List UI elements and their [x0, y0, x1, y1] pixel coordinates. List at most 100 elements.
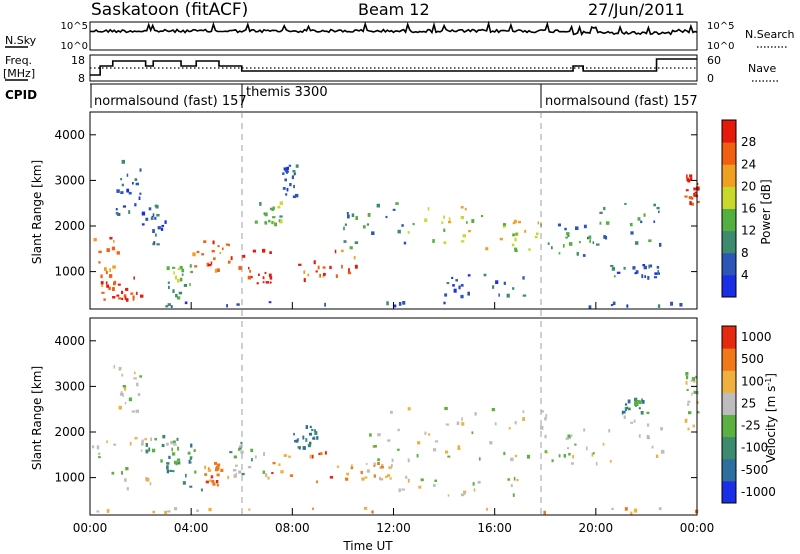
data-cell [265, 281, 270, 284]
colorbar-swatch [722, 164, 736, 187]
data-cell [660, 427, 663, 431]
velocity-y-axis-label: Slant Range [km] [30, 366, 44, 470]
data-cell [603, 206, 606, 211]
data-cell [345, 477, 349, 481]
data-cell [592, 241, 595, 245]
data-cell [105, 271, 108, 275]
data-cell [269, 251, 272, 254]
data-cell [643, 213, 646, 217]
data-cell [227, 475, 230, 480]
data-cell [514, 421, 517, 425]
data-cell [688, 411, 692, 415]
colorbar-swatch [722, 208, 736, 232]
data-cell [286, 171, 288, 174]
data-cell [551, 459, 554, 463]
data-cell [656, 206, 660, 210]
data-cell [134, 203, 137, 207]
data-cell [522, 410, 525, 414]
data-cell [172, 452, 176, 456]
data-cell [424, 431, 427, 435]
data-cell [566, 447, 570, 450]
data-cell [588, 305, 592, 309]
data-cell [209, 479, 212, 482]
data-cell [124, 296, 127, 300]
data-cell [624, 507, 628, 511]
data-cell [112, 296, 116, 299]
data-cell [367, 213, 371, 217]
data-cell [179, 265, 183, 270]
colorbar-tick-label: 100 [741, 374, 764, 388]
data-cell [211, 480, 215, 484]
colorbar-tick-label: 8 [741, 246, 749, 260]
data-cell [113, 365, 116, 369]
data-cell [182, 481, 186, 485]
data-cell [106, 440, 108, 444]
data-cell [122, 205, 126, 208]
data-cell [616, 271, 621, 274]
data-cell [175, 293, 178, 298]
data-cell [164, 510, 167, 514]
data-cell [228, 260, 231, 263]
data-cell [693, 380, 696, 383]
data-cell [541, 410, 544, 413]
data-cell [695, 375, 698, 379]
data-cell [640, 411, 644, 415]
data-cell [166, 266, 170, 271]
data-cell [264, 473, 268, 478]
data-cell [193, 449, 196, 452]
data-cell [432, 239, 435, 243]
data-cell [280, 470, 284, 474]
data-cell [479, 457, 481, 461]
data-cell [691, 202, 694, 206]
data-cell [271, 221, 274, 225]
data-cell [344, 223, 347, 226]
data-cell [685, 380, 688, 385]
x-tick-label: 20:00 [579, 521, 614, 535]
data-cell [544, 417, 547, 421]
data-cell [167, 465, 169, 469]
data-cell [506, 293, 510, 298]
data-cell [558, 252, 561, 255]
data-cell [174, 507, 178, 511]
data-cell [687, 427, 690, 431]
data-cell [691, 392, 693, 396]
data-cell [135, 409, 139, 413]
power-colorbar-label: Power [dB] [759, 179, 773, 244]
noise-right-tick-bottom: 10^0 [707, 41, 734, 52]
data-cell [634, 402, 637, 406]
data-cell [98, 456, 101, 459]
data-cell [238, 266, 242, 270]
data-cell [219, 251, 222, 254]
data-cell [398, 302, 402, 306]
data-cell [145, 449, 149, 454]
data-cell [278, 463, 281, 466]
data-cell [398, 488, 401, 493]
data-cell [249, 275, 253, 279]
noise-panel: N.Sky 10^5 10^0 10^5 10^0 N.Search [5, 20, 795, 52]
data-cell [576, 252, 579, 256]
colorbar-swatch [722, 348, 736, 371]
data-cell [522, 294, 527, 297]
data-cell [319, 273, 321, 278]
data-cell [314, 431, 318, 435]
data-cell [249, 269, 252, 273]
data-cell [514, 454, 518, 458]
data-cell [215, 480, 219, 484]
data-cell [272, 216, 276, 219]
data-cell [498, 293, 500, 297]
data-cell [396, 448, 400, 451]
data-cell [627, 407, 631, 411]
data-cell [98, 250, 102, 254]
data-cell [168, 455, 171, 459]
data-cell [471, 219, 475, 223]
data-cell [286, 187, 289, 192]
colorbar-tick-label: 20 [741, 179, 756, 193]
colorbar-swatch [722, 370, 736, 393]
data-cell [387, 439, 391, 442]
data-cell [176, 458, 181, 461]
data-cell [233, 455, 237, 459]
data-cell [689, 174, 693, 178]
power-y-axis-label: Slant Range [km] [30, 160, 44, 264]
data-cell [458, 285, 461, 290]
data-cell [135, 182, 139, 186]
